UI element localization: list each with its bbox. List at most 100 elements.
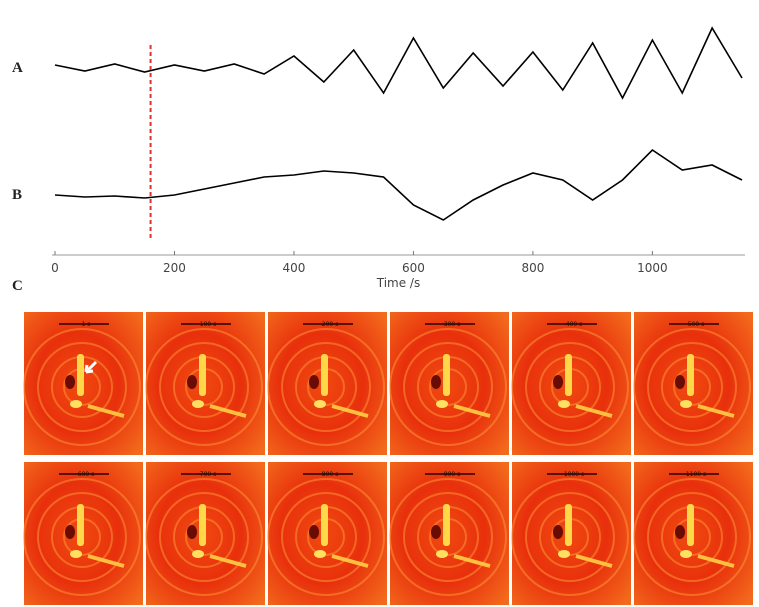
image-frame: 1100 s	[633, 462, 753, 605]
image-frame: 900 s	[389, 462, 509, 605]
image-frame: 1000 s	[511, 462, 631, 605]
ring	[389, 478, 507, 596]
bright-spot	[192, 550, 204, 558]
ring	[37, 492, 127, 582]
bright-spot	[558, 400, 570, 408]
bright-spot	[192, 400, 204, 408]
bright-spot	[321, 504, 328, 546]
bright-spot	[680, 550, 692, 558]
series-label: A	[12, 60, 23, 76]
bright-spot	[314, 550, 326, 558]
image-frame: 1 s	[23, 312, 143, 455]
x-axis-label: Time /s	[376, 276, 420, 290]
image-frame: 300 s	[389, 312, 509, 455]
streak	[209, 404, 247, 418]
dark-spot	[675, 375, 685, 389]
bright-spot	[565, 354, 572, 396]
dark-spot	[309, 525, 319, 539]
ring	[37, 342, 127, 432]
ring	[525, 342, 615, 432]
dark-spot	[65, 525, 75, 539]
bright-spot	[199, 504, 206, 546]
x-tick-label: 0	[51, 261, 59, 275]
bright-spot	[70, 550, 82, 558]
ring	[267, 328, 385, 446]
frame-label: 600 s	[78, 471, 95, 478]
bright-spot	[77, 504, 84, 546]
streak	[331, 554, 369, 568]
dark-spot	[431, 375, 441, 389]
bright-spot	[558, 550, 570, 558]
frame-label: 200 s	[322, 321, 339, 328]
bright-spot	[436, 550, 448, 558]
streak	[331, 404, 369, 418]
dark-spot	[431, 525, 441, 539]
streak	[575, 404, 613, 418]
image-frame: 400 s	[511, 312, 631, 455]
series-label: B	[12, 187, 22, 203]
trace	[54, 26, 743, 100]
bright-spot	[321, 354, 328, 396]
dark-spot	[309, 375, 319, 389]
frame-label: 500 s	[688, 321, 705, 328]
x-tick-label: 800	[521, 261, 544, 275]
streak	[87, 554, 125, 568]
frame-label: 1000 s	[564, 471, 584, 478]
ring	[159, 342, 249, 432]
frame-label: 1 s	[82, 321, 91, 328]
dark-spot	[65, 375, 75, 389]
ring	[389, 328, 507, 446]
streak	[453, 554, 491, 568]
ring	[281, 342, 371, 432]
frame-label: 1100 s	[686, 471, 706, 478]
streak	[87, 404, 125, 418]
frame-label: 900 s	[444, 471, 461, 478]
dark-spot	[187, 375, 197, 389]
x-tick-label: 400	[283, 261, 306, 275]
bright-spot	[70, 400, 82, 408]
frame-label: 100 s	[200, 321, 217, 328]
bright-spot	[314, 400, 326, 408]
frame-label: 300 s	[444, 321, 461, 328]
ring	[403, 492, 493, 582]
panel-label: C	[12, 278, 23, 294]
ring	[267, 478, 385, 596]
x-tick-label: 600	[402, 261, 425, 275]
image-frame: 600 s	[23, 462, 143, 605]
ring	[647, 492, 737, 582]
bright-spot	[443, 354, 450, 396]
image-frame: 700 s	[145, 462, 265, 605]
streak	[575, 554, 613, 568]
dark-spot	[187, 525, 197, 539]
bright-spot	[680, 400, 692, 408]
streak	[697, 404, 735, 418]
frame-label: 400 s	[566, 321, 583, 328]
ring	[281, 492, 371, 582]
image-frame: 200 s	[267, 312, 387, 455]
trace	[54, 148, 743, 221]
dark-spot	[675, 525, 685, 539]
streak	[209, 554, 247, 568]
image-frame: 500 s	[633, 312, 753, 455]
ring	[525, 492, 615, 582]
x-tick-label: 1000	[637, 261, 668, 275]
ring	[145, 328, 263, 446]
ring	[159, 492, 249, 582]
ring	[633, 478, 751, 596]
bright-spot	[443, 504, 450, 546]
bright-spot	[199, 354, 206, 396]
ring	[145, 478, 263, 596]
ring	[23, 478, 141, 596]
ring	[511, 328, 629, 446]
dark-spot	[553, 525, 563, 539]
streak	[453, 404, 491, 418]
bright-spot	[565, 504, 572, 546]
ring	[403, 342, 493, 432]
bright-spot	[687, 504, 694, 546]
bright-spot	[687, 354, 694, 396]
streak	[697, 554, 735, 568]
arrow	[84, 360, 98, 374]
ring	[23, 328, 141, 446]
dark-spot	[553, 375, 563, 389]
